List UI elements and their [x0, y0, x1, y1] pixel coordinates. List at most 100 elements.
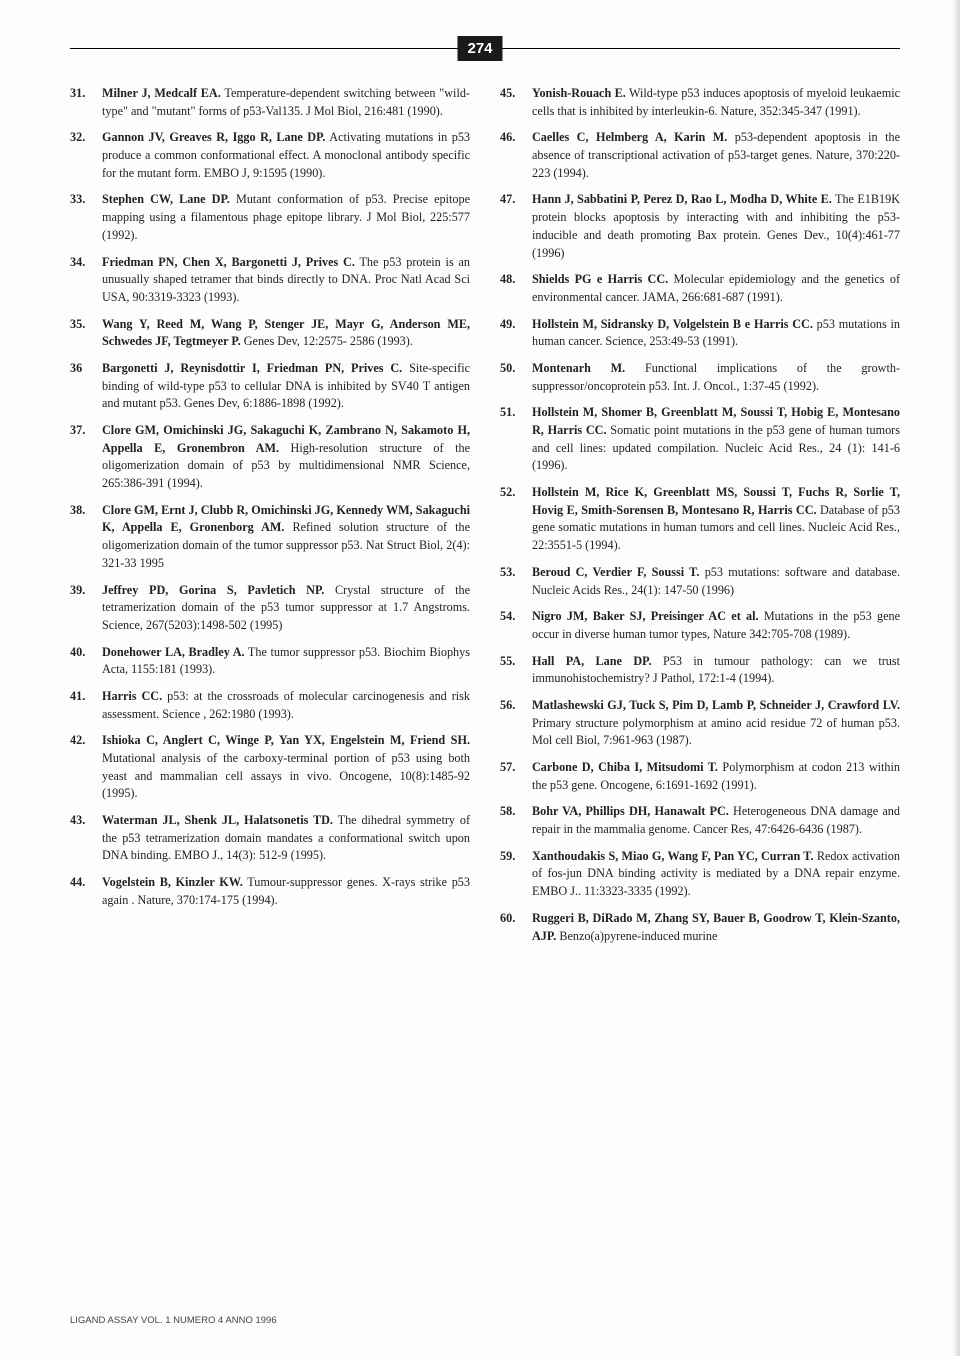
reference-text: Matlashewski GJ, Tuck S, Pim D, Lamb P, … — [532, 697, 900, 750]
reference-authors: Milner J, Medcalf EA. — [102, 86, 221, 100]
reference-text: Friedman PN, Chen X, Bargonetti J, Prive… — [102, 254, 470, 307]
reference-item: 60.Ruggeri B, DiRado M, Zhang SY, Bauer … — [500, 910, 900, 945]
reference-item: 55.Hall PA, Lane DP. P53 in tumour patho… — [500, 653, 900, 688]
reference-text: Beroud C, Verdier F, Soussi T. p53 mutat… — [532, 564, 900, 599]
reference-text: Ruggeri B, DiRado M, Zhang SY, Bauer B, … — [532, 910, 900, 945]
left-column: 31.Milner J, Medcalf EA. Temperature-dep… — [70, 85, 470, 954]
reference-text: Gannon JV, Greaves R, Iggo R, Lane DP. A… — [102, 129, 470, 182]
reference-authors: Shields PG e Harris CC. — [532, 272, 668, 286]
reference-number: 45. — [500, 85, 532, 120]
reference-number: 48. — [500, 271, 532, 306]
reference-number: 33. — [70, 191, 102, 244]
reference-authors: Beroud C, Verdier F, Soussi T. — [532, 565, 699, 579]
reference-body: Genes Dev, 12:2575- 2586 (1993). — [241, 334, 413, 348]
reference-authors: Yonish-Rouach E. — [532, 86, 626, 100]
reference-number: 50. — [500, 360, 532, 395]
reference-item: 38.Clore GM, Ernt J, Clubb R, Omichinski… — [70, 502, 470, 573]
reference-item: 44.Vogelstein B, Kinzler KW. Tumour-supp… — [70, 874, 470, 909]
reference-number: 54. — [500, 608, 532, 643]
reference-number: 44. — [70, 874, 102, 909]
reference-columns: 31.Milner J, Medcalf EA. Temperature-dep… — [70, 85, 900, 954]
reference-authors: Xanthoudakis S, Miao G, Wang F, Pan YC, … — [532, 849, 814, 863]
reference-authors: Matlashewski GJ, Tuck S, Pim D, Lamb P, … — [532, 698, 900, 712]
reference-text: Hall PA, Lane DP. P53 in tumour patholog… — [532, 653, 900, 688]
reference-item: 41.Harris CC. p53: at the crossroads of … — [70, 688, 470, 723]
reference-authors: Bargonetti J, Reynisdottir I, Friedman P… — [102, 361, 402, 375]
reference-number: 60. — [500, 910, 532, 945]
reference-number: 38. — [70, 502, 102, 573]
reference-item: 56.Matlashewski GJ, Tuck S, Pim D, Lamb … — [500, 697, 900, 750]
page-number: 274 — [457, 36, 502, 61]
reference-item: 50.Montenarh M. Functional implications … — [500, 360, 900, 395]
reference-item: 33.Stephen CW, Lane DP. Mutant conformat… — [70, 191, 470, 244]
reference-authors: Harris CC. — [102, 689, 162, 703]
reference-authors: Hall PA, Lane DP. — [532, 654, 652, 668]
reference-number: 42. — [70, 732, 102, 803]
reference-item: 47.Hann J, Sabbatini P, Perez D, Rao L, … — [500, 191, 900, 262]
right-column: 45.Yonish-Rouach E. Wild-type p53 induce… — [500, 85, 900, 954]
reference-body: Primary structure polymorphism at amino … — [532, 716, 900, 748]
reference-item: 32.Gannon JV, Greaves R, Iggo R, Lane DP… — [70, 129, 470, 182]
reference-authors: Bohr VA, Phillips DH, Hanawalt PC. — [532, 804, 729, 818]
reference-item: 36Bargonetti J, Reynisdottir I, Friedman… — [70, 360, 470, 413]
reference-number: 59. — [500, 848, 532, 901]
reference-item: 53.Beroud C, Verdier F, Soussi T. p53 mu… — [500, 564, 900, 599]
reference-item: 48.Shields PG e Harris CC. Molecular epi… — [500, 271, 900, 306]
reference-authors: Ishioka C, Anglert C, Winge P, Yan YX, E… — [102, 733, 470, 747]
reference-item: 45.Yonish-Rouach E. Wild-type p53 induce… — [500, 85, 900, 120]
reference-authors: Carbone D, Chiba I, Mitsudomi T. — [532, 760, 718, 774]
reference-text: Carbone D, Chiba I, Mitsudomi T. Polymor… — [532, 759, 900, 794]
reference-text: Stephen CW, Lane DP. Mutant conformation… — [102, 191, 470, 244]
reference-authors: Gannon JV, Greaves R, Iggo R, Lane DP. — [102, 130, 325, 144]
reference-text: Donehower LA, Bradley A. The tumor suppr… — [102, 644, 470, 679]
reference-number: 39. — [70, 582, 102, 635]
reference-item: 49.Hollstein M, Sidransky D, Volgelstein… — [500, 316, 900, 351]
reference-item: 34.Friedman PN, Chen X, Bargonetti J, Pr… — [70, 254, 470, 307]
reference-number: 53. — [500, 564, 532, 599]
reference-item: 59.Xanthoudakis S, Miao G, Wang F, Pan Y… — [500, 848, 900, 901]
reference-authors: Vogelstein B, Kinzler KW. — [102, 875, 243, 889]
reference-number: 32. — [70, 129, 102, 182]
reference-item: 57.Carbone D, Chiba I, Mitsudomi T. Poly… — [500, 759, 900, 794]
reference-item: 31.Milner J, Medcalf EA. Temperature-dep… — [70, 85, 470, 120]
reference-number: 56. — [500, 697, 532, 750]
reference-text: Bargonetti J, Reynisdottir I, Friedman P… — [102, 360, 470, 413]
reference-text: Clore GM, Ernt J, Clubb R, Omichinski JG… — [102, 502, 470, 573]
reference-text: Ishioka C, Anglert C, Winge P, Yan YX, E… — [102, 732, 470, 803]
reference-number: 41. — [70, 688, 102, 723]
reference-item: 40.Donehower LA, Bradley A. The tumor su… — [70, 644, 470, 679]
reference-item: 43.Waterman JL, Shenk JL, Halatsonetis T… — [70, 812, 470, 865]
reference-number: 35. — [70, 316, 102, 351]
reference-authors: Nigro JM, Baker SJ, Preisinger AC et al. — [532, 609, 759, 623]
reference-item: 58.Bohr VA, Phillips DH, Hanawalt PC. He… — [500, 803, 900, 838]
reference-number: 31. — [70, 85, 102, 120]
reference-number: 46. — [500, 129, 532, 182]
reference-item: 39.Jeffrey PD, Gorina S, Pavletich NP. C… — [70, 582, 470, 635]
reference-number: 57. — [500, 759, 532, 794]
reference-text: Waterman JL, Shenk JL, Halatsonetis TD. … — [102, 812, 470, 865]
reference-text: Yonish-Rouach E. Wild-type p53 induces a… — [532, 85, 900, 120]
reference-text: Clore GM, Omichinski JG, Sakaguchi K, Za… — [102, 422, 470, 493]
page: 274 31.Milner J, Medcalf EA. Temperature… — [0, 0, 960, 1356]
reference-text: Milner J, Medcalf EA. Temperature-depend… — [102, 85, 470, 120]
reference-authors: Stephen CW, Lane DP. — [102, 192, 230, 206]
reference-text: Harris CC. p53: at the crossroads of mol… — [102, 688, 470, 723]
reference-text: Bohr VA, Phillips DH, Hanawalt PC. Heter… — [532, 803, 900, 838]
reference-text: Wang Y, Reed M, Wang P, Stenger JE, Mayr… — [102, 316, 470, 351]
reference-authors: Montenarh M. — [532, 361, 625, 375]
reference-number: 58. — [500, 803, 532, 838]
reference-text: Hollstein M, Shomer B, Greenblatt M, Sou… — [532, 404, 900, 475]
reference-authors: Waterman JL, Shenk JL, Halatsonetis TD. — [102, 813, 333, 827]
reference-item: 46.Caelles C, Helmberg A, Karin M. p53-d… — [500, 129, 900, 182]
reference-text: Jeffrey PD, Gorina S, Pavletich NP. Crys… — [102, 582, 470, 635]
reference-body: Benzo(a)pyrene-induced murine — [556, 929, 717, 943]
reference-authors: Caelles C, Helmberg A, Karin M. — [532, 130, 727, 144]
reference-number: 36 — [70, 360, 102, 413]
reference-item: 35.Wang Y, Reed M, Wang P, Stenger JE, M… — [70, 316, 470, 351]
reference-authors: Donehower LA, Bradley A. — [102, 645, 245, 659]
page-shadow — [952, 0, 960, 1356]
reference-number: 43. — [70, 812, 102, 865]
reference-number: 51. — [500, 404, 532, 475]
reference-item: 54.Nigro JM, Baker SJ, Preisinger AC et … — [500, 608, 900, 643]
reference-number: 47. — [500, 191, 532, 262]
